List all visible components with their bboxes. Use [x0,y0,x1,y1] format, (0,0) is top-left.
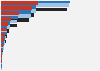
Bar [1,22,8,26]
Bar [1,46,4,50]
Bar [1,0,70,3]
Bar [1,44,3,47]
Bar [1,68,2,71]
Bar [1,54,2,58]
Bar [1,28,7,31]
Bar [1,61,2,65]
Bar [1,30,7,34]
Bar [1,66,2,70]
Bar [1,34,7,38]
Bar [1,57,2,61]
Bar [1,10,31,14]
Bar [1,45,4,49]
Bar [1,5,36,9]
Bar [1,29,10,33]
Bar [1,32,7,35]
Bar [1,13,34,17]
Bar [1,8,67,11]
Bar [1,14,31,18]
Bar [1,9,36,13]
Bar [1,42,4,46]
Bar [1,26,7,30]
Bar [1,21,10,25]
Bar [1,6,32,10]
Bar [1,1,38,5]
Bar [1,50,3,54]
Bar [1,58,2,62]
Bar [1,49,2,53]
Bar [1,15,18,19]
Bar [1,36,6,39]
Bar [1,33,4,37]
Bar [1,64,2,68]
Bar [1,38,4,42]
Bar [1,25,10,29]
Bar [1,56,2,59]
Bar [1,3,69,7]
Bar [1,18,29,22]
Bar [1,17,11,21]
Bar [1,40,6,43]
Bar [1,53,2,57]
Bar [1,52,3,56]
Bar [1,60,2,63]
Bar [1,12,19,15]
Bar [1,48,3,51]
Bar [1,41,4,45]
Bar [1,24,16,27]
Bar [1,20,17,23]
Bar [1,37,4,41]
Bar [1,62,2,66]
